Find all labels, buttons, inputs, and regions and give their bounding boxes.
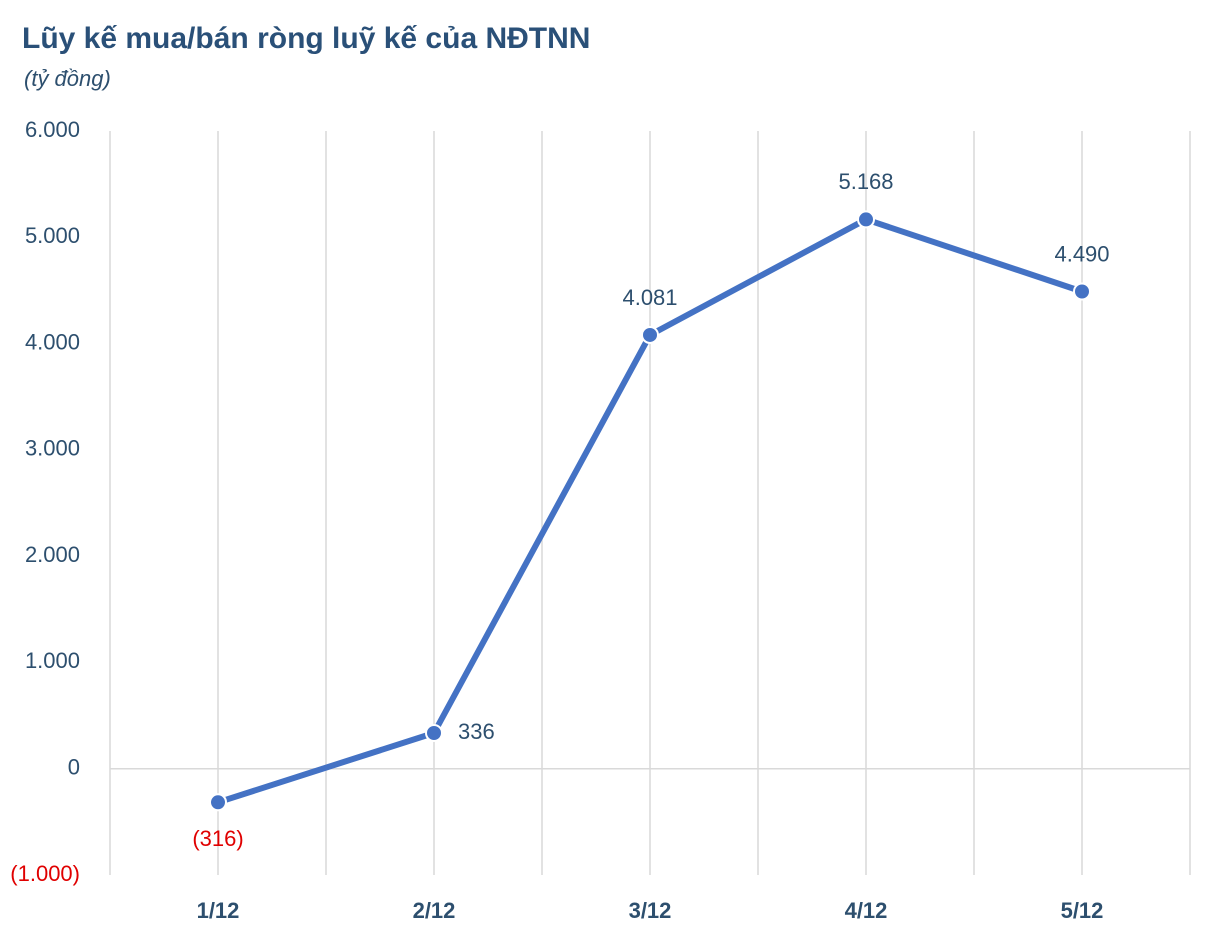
data-point [641,325,659,344]
data-label: 5.168 [838,169,893,194]
x-tick-label: 2/12 [413,898,456,923]
data-point [857,210,875,229]
data-label: 4.081 [622,285,677,310]
y-tick-label: 0 [68,755,80,780]
x-tick-label: 1/12 [197,898,240,923]
chart-subtitle: (tỷ đồng) [24,66,111,91]
y-tick-label: 3.000 [25,436,80,461]
y-tick-label: 6.000 [25,117,80,142]
y-tick-label: 5.000 [25,223,80,248]
data-point [209,793,227,812]
data-point [1073,282,1091,301]
data-label: (316) [192,826,243,851]
chart-title: Lũy kế mua/bán ròng luỹ kế của NĐTNN [22,22,590,55]
x-tick-label: 5/12 [1061,898,1104,923]
y-tick-label: 1.000 [25,648,80,673]
x-tick-label: 4/12 [845,898,888,923]
data-label: 336 [458,719,495,744]
y-tick-label: 2.000 [25,542,80,567]
data-point [425,724,443,743]
y-tick-label: (1.000) [10,861,80,886]
y-tick-label: 4.000 [25,329,80,354]
data-label: 4.490 [1054,241,1109,266]
x-tick-label: 3/12 [629,898,672,923]
